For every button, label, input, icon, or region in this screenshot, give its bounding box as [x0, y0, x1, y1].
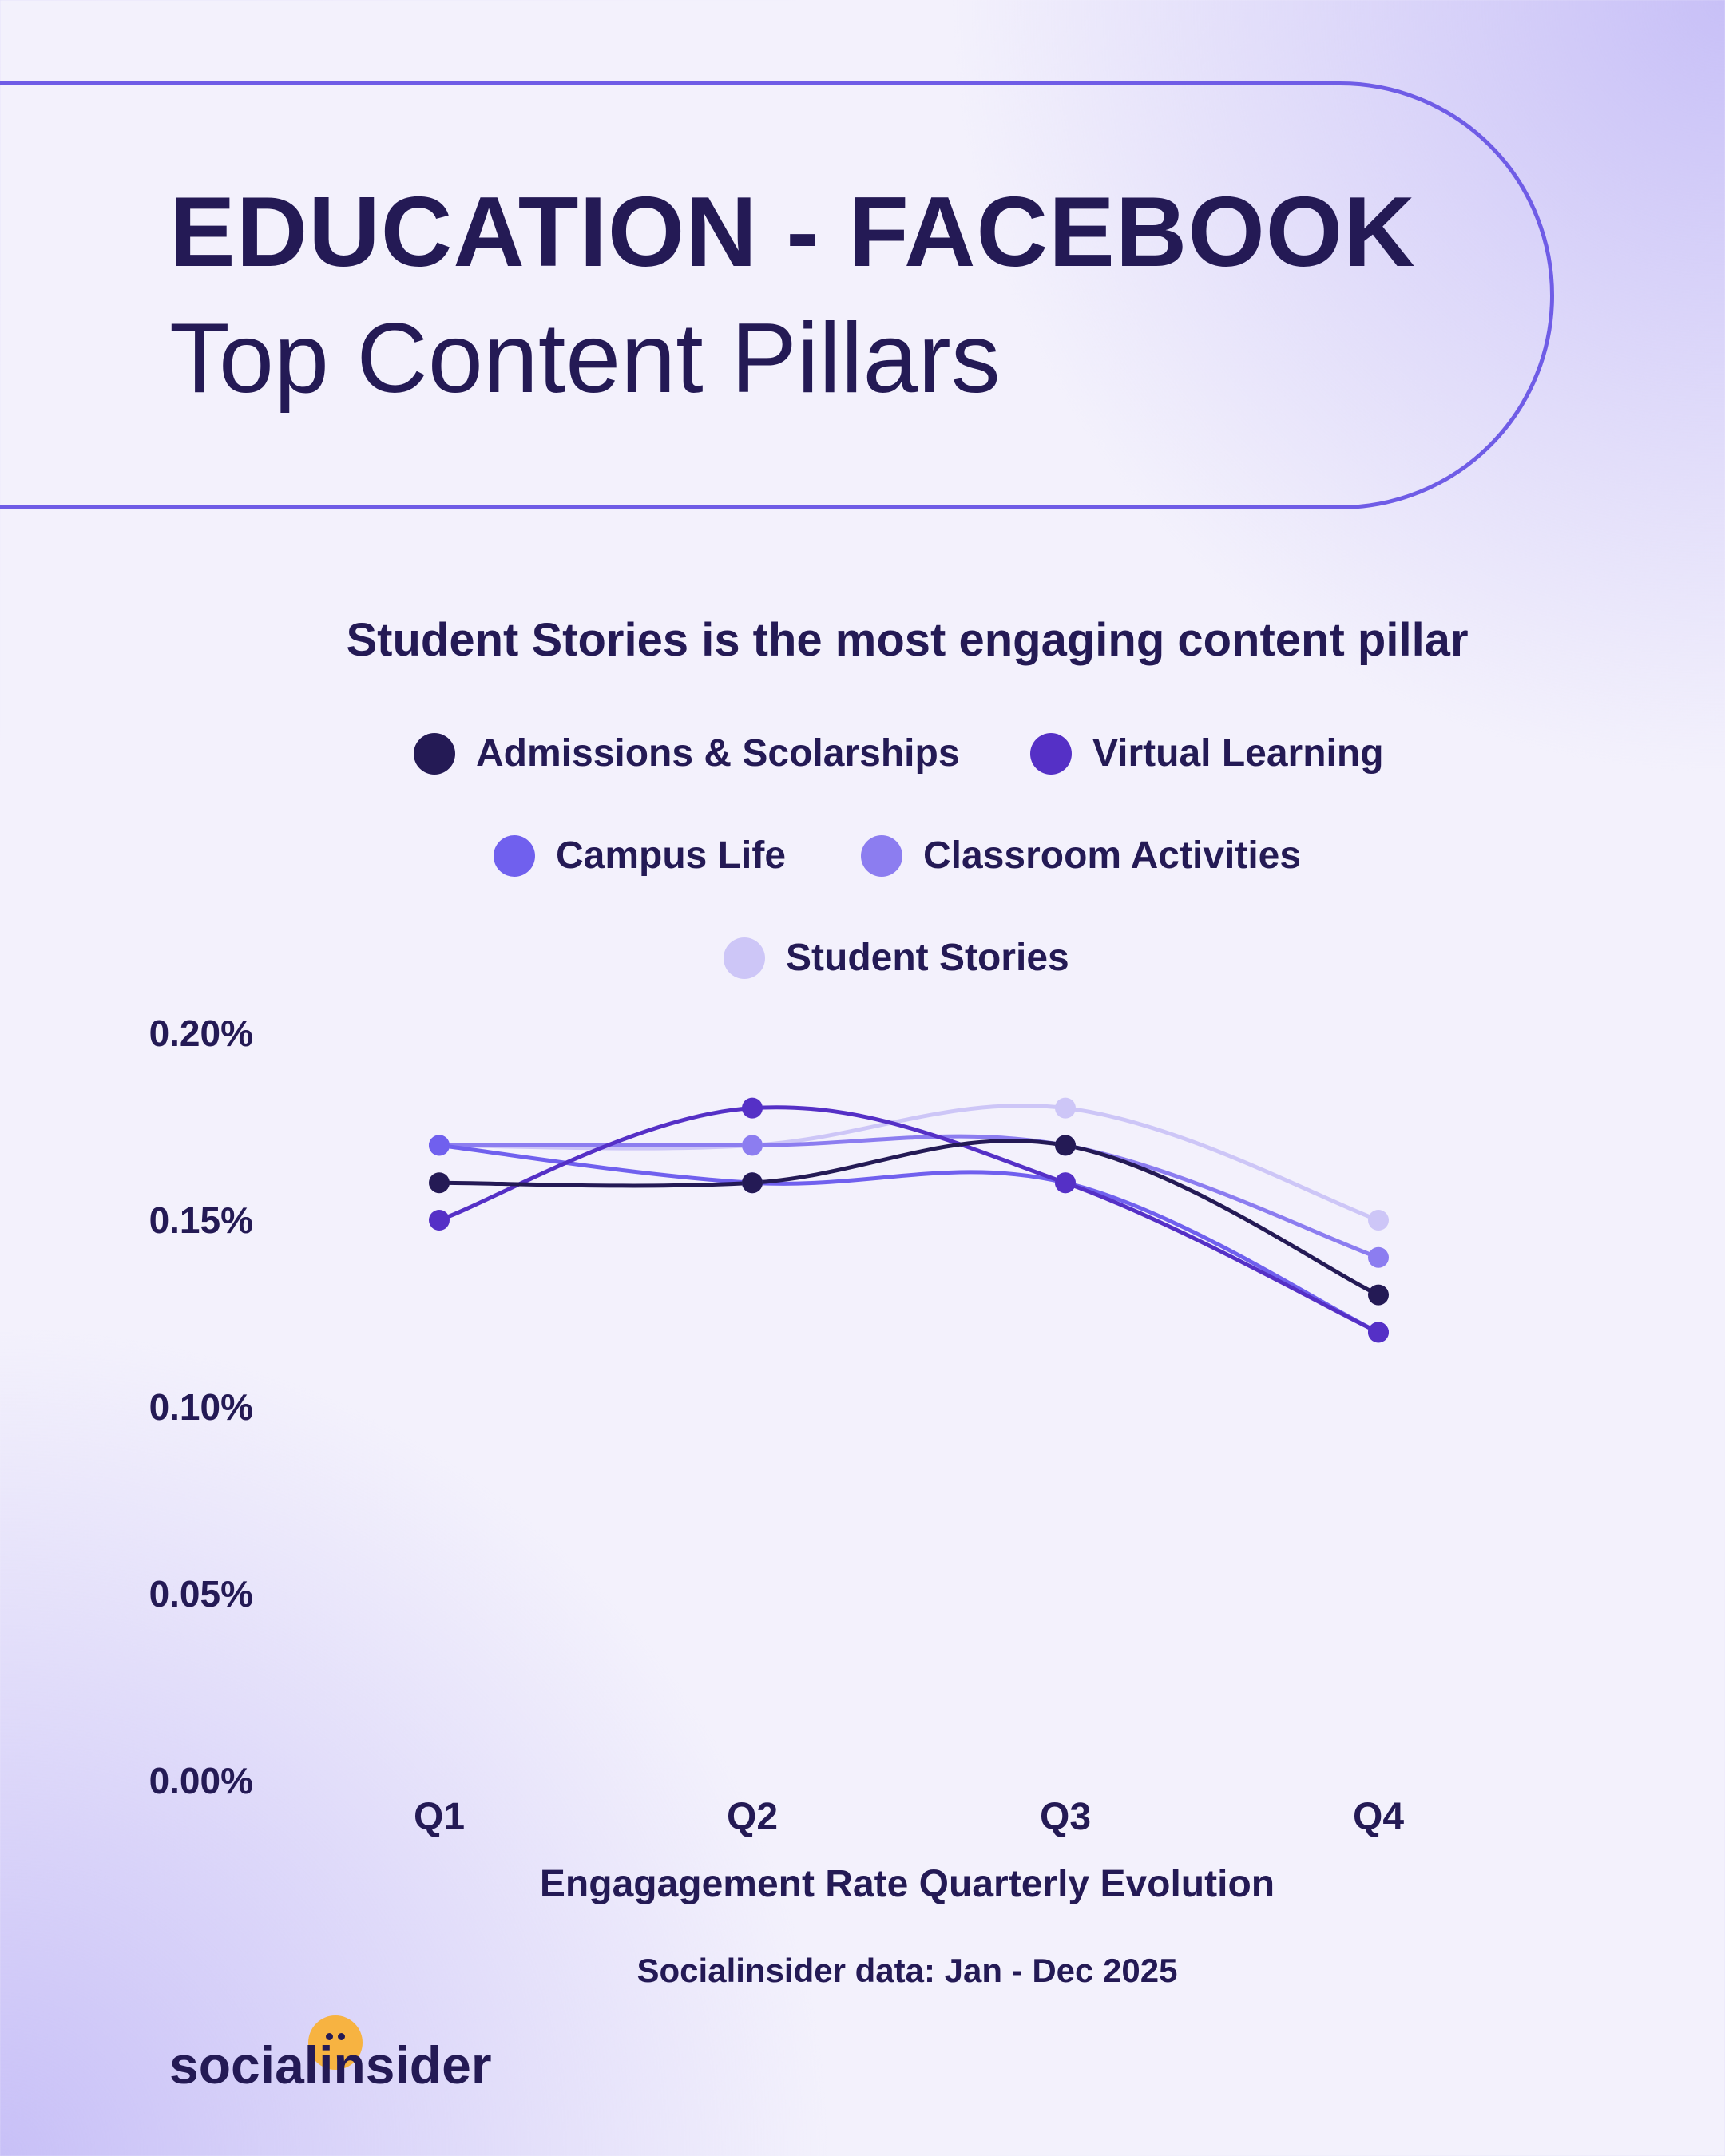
y-tick-label: 0.10% [149, 1386, 253, 1428]
legend-label-admissions: Admissions & Scolarships [476, 732, 960, 775]
legend-item-campus-life: Campus Life [494, 834, 786, 878]
data-point-classroom-activities [1368, 1246, 1389, 1268]
legend-label-student-stories: Student Stories [786, 937, 1069, 979]
socialinsider-logo: socialinsider [169, 2035, 492, 2095]
data-point-campus-life [429, 1135, 450, 1156]
data-point-admissions-scolarships [1368, 1284, 1389, 1306]
page-title: EDUCATION - FACEBOOK [169, 177, 1416, 287]
data-point-admissions-scolarships [742, 1172, 763, 1194]
legend-label-virtual-learning: Virtual Learning [1092, 732, 1384, 775]
legend-dot-student-stories [724, 937, 765, 979]
chart-title: Student Stories is the most engaging con… [346, 614, 1469, 666]
legend-item-admissions: Admissions & Scolarships [414, 731, 960, 775]
series-line-virtual-learning [438, 1105, 1380, 1334]
data-point-virtual-learning [742, 1097, 763, 1119]
legend-item-classroom-activities: Classroom Activities [861, 834, 1301, 878]
series-line-student-stories [438, 1103, 1379, 1223]
legend-dot-campus-life [494, 834, 535, 877]
data-point-student-stories [1055, 1097, 1076, 1119]
source-note: Socialinsider data: Jan - Dec 2025 [636, 1952, 1178, 1989]
y-tick-label: 0.00% [149, 1760, 253, 1801]
y-tick-label: 0.20% [149, 1013, 253, 1054]
legend-item-student-stories: Student Stories [724, 936, 1069, 980]
data-point-admissions-scolarships [1055, 1135, 1076, 1156]
series-line-campus-life [438, 1143, 1380, 1334]
legend-dot-virtual-learning [1030, 732, 1072, 775]
series-line-classroom-activities [439, 1134, 1379, 1260]
data-point-classroom-activities [742, 1135, 763, 1156]
legend-label-campus-life: Campus Life [556, 834, 787, 877]
series-line-admissions-scolarships [438, 1139, 1380, 1297]
page-subtitle: Top Content Pillars [169, 303, 1001, 414]
logo-badge-icon [308, 2015, 363, 2070]
x-tick-label: Q2 [726, 1796, 779, 1838]
x-tick-label: Q3 [1039, 1796, 1092, 1838]
data-point-virtual-learning [1368, 1322, 1389, 1343]
x-axis-label: Engagagement Rate Quarterly Evolution [539, 1863, 1275, 1905]
legend-dot-classroom-activities [861, 834, 902, 877]
legend-label-classroom-activities: Classroom Activities [923, 834, 1302, 877]
data-point-virtual-learning [1055, 1172, 1076, 1194]
y-tick-label: 0.15% [149, 1199, 253, 1241]
y-tick-label: 0.05% [149, 1573, 253, 1615]
x-tick-label: Q4 [1352, 1796, 1405, 1838]
header-banner [0, 81, 1554, 509]
data-point-virtual-learning [429, 1210, 450, 1231]
data-point-admissions-scolarships [429, 1172, 450, 1194]
x-tick-label: Q1 [413, 1796, 466, 1838]
data-point-student-stories [1368, 1210, 1389, 1231]
legend-dot-admissions [414, 732, 455, 775]
legend-item-virtual-learning: Virtual Learning [1030, 731, 1384, 775]
